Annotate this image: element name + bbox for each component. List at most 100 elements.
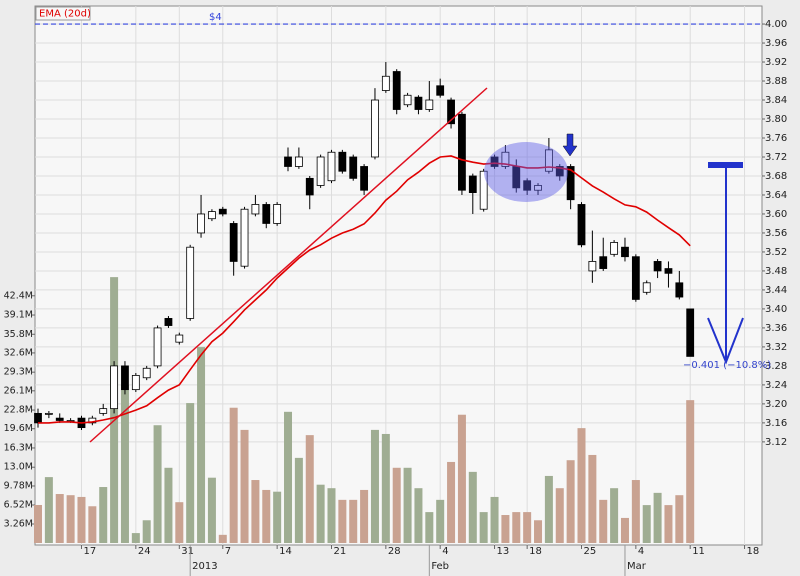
candle-body <box>131 374 140 391</box>
candle-body <box>403 94 412 106</box>
candle-body <box>164 318 173 326</box>
volume-bar <box>642 505 651 543</box>
candle-body <box>44 412 53 415</box>
candle-body <box>175 334 184 343</box>
candle-body <box>327 151 336 182</box>
y-tick-label: 3.20 <box>765 399 787 410</box>
y-tick-label: 3.32 <box>765 342 787 353</box>
y-tick-label: 3.76 <box>765 133 787 144</box>
volume-bar <box>316 484 325 543</box>
volume-bar <box>631 480 640 543</box>
ema-line <box>38 155 691 424</box>
volume-bar <box>218 534 227 543</box>
volume-bar <box>327 488 336 543</box>
y-tick-label: 3.88 <box>765 76 787 87</box>
volume-bar <box>142 520 151 543</box>
volume-bar <box>425 512 434 543</box>
y-tick-label: 3.96 <box>765 38 787 49</box>
y-tick-label: 3.36 <box>765 323 787 334</box>
x-tick-label: 31 <box>181 546 194 557</box>
candle-body <box>273 204 282 224</box>
candle-body <box>458 113 466 191</box>
x-tick-label: 17 <box>83 546 96 557</box>
period-label: Mar <box>627 561 647 572</box>
x-tick-label: 28 <box>388 546 401 557</box>
candle-body <box>588 261 597 272</box>
candle-body <box>392 71 401 110</box>
x-tick-label: 4 <box>442 546 448 557</box>
volume-bar <box>284 411 293 543</box>
x-tick-label: 25 <box>584 546 597 557</box>
price <box>34 62 695 430</box>
candle-body <box>240 208 249 267</box>
candle-body <box>99 408 108 414</box>
volume-bar <box>338 499 347 543</box>
candle-body <box>534 185 542 191</box>
volume-bar <box>197 347 206 543</box>
volume-bar <box>175 502 184 543</box>
y2-tick-label: 35.8M <box>4 329 33 340</box>
candle-body <box>621 246 629 258</box>
candle-body <box>121 365 129 391</box>
volume-bar <box>153 425 162 543</box>
volume-bar <box>447 461 456 543</box>
candle-body <box>186 246 195 319</box>
volume-bar <box>305 435 314 543</box>
y-tick-label: 3.56 <box>765 228 787 239</box>
change-annotation: −0.401 (−10.8%) <box>683 360 771 371</box>
y2-tick-label: 39.1M <box>4 310 33 321</box>
volume-bar <box>164 467 173 543</box>
volume-bar <box>414 488 423 543</box>
candle-body <box>208 211 216 220</box>
candle-body <box>566 166 575 201</box>
x-tick-label: 18 <box>747 546 760 557</box>
volume-bar <box>66 495 75 543</box>
candle-body <box>447 99 455 125</box>
volume-bar <box>294 457 303 543</box>
volume-bar <box>131 533 140 543</box>
y2-tick-label: 13.0M <box>4 462 33 473</box>
volume-bar <box>479 512 488 543</box>
x-tick-label: 21 <box>333 546 346 557</box>
candle-body <box>490 156 499 167</box>
volume-bar <box>186 403 195 543</box>
y-tick-label: 3.92 <box>765 57 787 68</box>
candle-body <box>479 170 488 210</box>
annotations: −0.401 (−10.8%) $4 <box>35 12 771 443</box>
x-tick-label: 4 <box>638 546 644 557</box>
volume-bar <box>34 504 42 543</box>
volume-bar <box>44 477 53 543</box>
candle-body <box>349 156 358 179</box>
volume-bar <box>577 428 586 543</box>
candle-body <box>153 327 162 367</box>
x-tick-label: 24 <box>138 546 151 557</box>
y-tick-label: 3.12 <box>765 437 787 448</box>
volume-bar <box>512 512 521 543</box>
candle-body <box>294 156 303 167</box>
volume-bar <box>88 506 97 543</box>
y2-tick-label: 32.6M <box>4 347 33 358</box>
candle-body <box>577 204 586 246</box>
volume-bar <box>99 487 108 543</box>
volume-bar <box>468 471 477 543</box>
volume-bar <box>55 494 64 543</box>
volume-bar <box>490 496 499 543</box>
x-tick-label: 14 <box>279 546 292 557</box>
y-tick-label: 3.24 <box>765 380 787 391</box>
volume-bar <box>392 467 401 543</box>
volume-bar <box>229 407 238 543</box>
candle-body <box>218 208 227 215</box>
volume-bar <box>403 467 412 543</box>
candle-body <box>653 261 662 272</box>
volume-bar <box>370 429 379 543</box>
volume-bar <box>77 496 86 543</box>
candle-body <box>425 99 434 110</box>
x-tick-label: 11 <box>692 546 705 557</box>
legend-entry: EMA (20d) <box>39 9 91 20</box>
y-tick-label: 3.80 <box>765 114 787 125</box>
volume-bar <box>120 384 129 543</box>
y2-tick-label: 29.3M <box>4 367 33 378</box>
volume-bar <box>610 488 619 543</box>
x-tick-label: 18 <box>529 546 542 557</box>
